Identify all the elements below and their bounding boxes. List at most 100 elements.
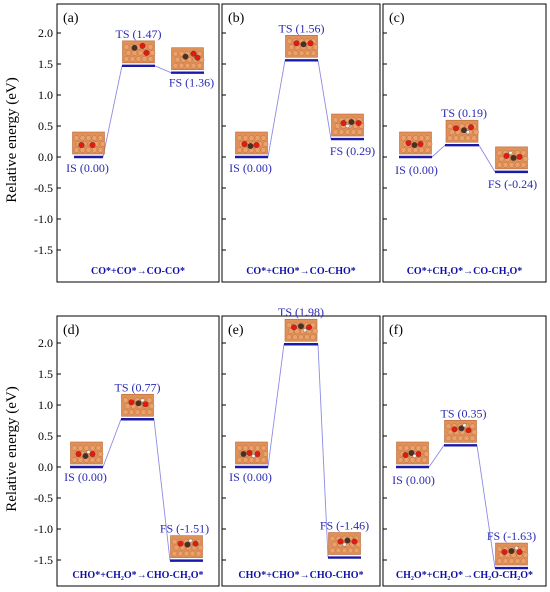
slab-atom [409,445,416,451]
is-structure-thumbnail [235,441,269,465]
panel-frame [221,315,381,587]
slab-atom [520,546,527,552]
slab-atom [190,62,197,69]
y-tick-label: 0.5 [38,119,53,133]
slab-atom [445,423,452,430]
oxygen-atom [253,142,260,148]
oxygen-atom [468,124,474,131]
oxygen-atom [307,40,314,47]
slab-atom [459,135,465,142]
is-structure-thumbnail [235,131,269,155]
carbon-atom [300,41,307,48]
y-tick-label: 2.0 [38,336,53,350]
slab-atom [496,546,503,552]
slab-atom [469,435,476,442]
slab-atom [508,558,515,564]
slab-atom [85,147,92,153]
slab-atom [424,135,431,141]
slab-atom [298,50,305,57]
slab-atom [123,56,130,62]
slab-atom [254,457,261,463]
slab-atom [236,457,243,463]
oxygen-atom [139,42,146,49]
slab-atom [122,409,129,416]
slab-atom [195,550,202,557]
connector-line [102,65,123,158]
slab-atom [332,129,339,135]
panel-frame [56,315,220,587]
oxygen-atom [516,153,523,160]
slab-atom [423,451,430,457]
slab-atom [262,141,269,147]
fs-energy-label: FS (-0.24) [488,177,537,191]
is-energy-label: IS (0.00) [229,470,272,484]
slab-atom [197,544,204,551]
panels-group: 2.0 1.5 1.0 0.5 0.0 -0.5 -1.0 -1.5 (a) CO*+CO*→CO… [34,3,547,587]
slab-atom [147,44,154,50]
y-tick-label: 1.0 [38,398,53,412]
oxygen-atom [254,451,261,457]
slab-atom [312,44,319,51]
hydrogen-atom [140,398,145,403]
slab-atom [236,147,243,153]
slab-atom [451,435,458,442]
slab-atom [286,334,292,341]
slab-atom [415,457,422,463]
reaction-title: CO*+CH₂O*→CO-CH₂O* [407,266,523,277]
slab-atom [254,445,261,451]
panel-letter: (e) [228,323,244,338]
slab-atom [409,457,416,463]
fs-structure-thumbnail [495,542,529,566]
ts-energy-label: TS (0.19) [441,106,487,120]
oxygen-atom [89,142,96,148]
oxygen-atom [293,40,300,47]
slab-atom [471,135,477,142]
oxygen-atom [291,324,297,331]
slab-atom [332,117,339,123]
slab-atom [496,150,503,156]
y-tick-label: 1.5 [38,367,53,381]
panel-letter: (c) [389,11,405,26]
slab-atom [350,129,357,135]
slab-atom [355,541,362,548]
slab-atom [496,558,503,564]
slab-atom [173,544,180,551]
slab-atom [171,550,178,557]
connector-line [478,144,496,173]
oxygen-atom [337,538,344,545]
hydrogen-atom [251,454,256,458]
oxygen-atom [503,152,510,159]
slab-atom [236,445,243,451]
hydrogen-atom [466,130,470,135]
y-tick-label: -1.5 [34,243,53,257]
carbon-atom [508,548,515,555]
slab-atom [146,409,153,416]
oxygen-atom [241,141,248,147]
slab-atom [424,147,431,153]
hydrogen-atom [188,538,193,543]
oxygen-atom [194,54,201,61]
oxygen-atom [451,426,458,433]
carbon-atom [82,453,89,459]
panel-letter: (b) [228,11,245,26]
slab-atom [298,334,304,341]
carbon-atom [184,541,191,548]
slab-atom [196,62,203,69]
slab-atom [140,409,147,416]
ts-structure-thumbnail [121,393,155,417]
ts-structure-thumbnail [284,318,318,342]
slab-atom [189,550,196,557]
panel-frame [382,3,547,283]
y-tick-label: -1.0 [34,212,53,226]
panel-b: (b) CO*+CHO*→CO-CHO* IS (0.00) TS (1.56) FS … [221,3,381,283]
slab-atom [331,541,338,548]
slab-atom [412,135,419,141]
slab-atom [418,147,425,153]
hydrogen-atom [462,423,467,428]
oxygen-atom [340,120,347,126]
slab-atom [134,409,141,416]
carbon-atom [298,323,304,330]
slab-atom [447,123,453,130]
slab-atom [286,38,293,45]
slab-atom [174,56,181,63]
